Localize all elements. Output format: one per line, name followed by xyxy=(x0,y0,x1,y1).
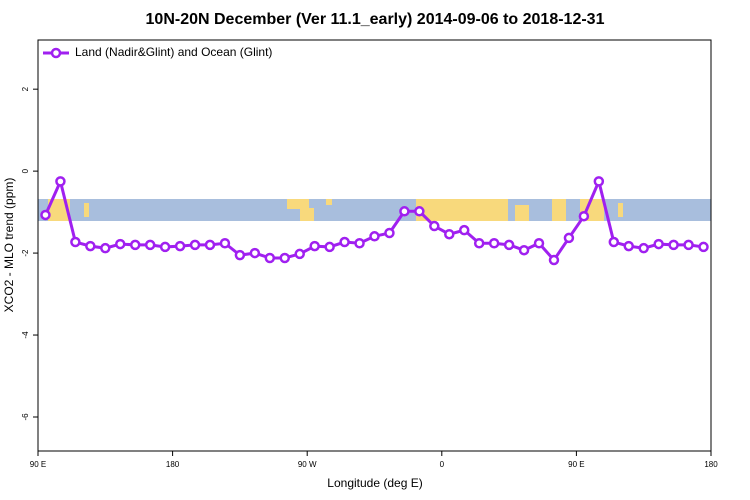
data-point xyxy=(533,237,545,249)
data-point xyxy=(384,227,395,239)
map-strip xyxy=(38,199,711,221)
x-tick-label: 180 xyxy=(704,460,718,469)
data-point xyxy=(698,241,709,253)
data-point xyxy=(458,224,470,236)
data-point xyxy=(100,242,111,254)
legend-label: Land (Nadir&Glint) and Ocean (Glint) xyxy=(75,45,272,59)
y-tick-label: 2 xyxy=(21,86,30,91)
data-point xyxy=(309,240,320,252)
data-point xyxy=(294,248,305,260)
plot-frame xyxy=(37,39,712,452)
x-tick-label: 90 W xyxy=(298,460,317,469)
data-point xyxy=(144,239,156,251)
data-point xyxy=(234,249,246,261)
data-point xyxy=(653,238,664,250)
chart-title: 10N-20N December (Ver 11.1_early) 2014-0… xyxy=(146,11,605,28)
legend-marker xyxy=(50,47,62,59)
x-tick-label: 180 xyxy=(166,460,180,469)
data-point xyxy=(563,232,575,244)
x-tick-label: 0 xyxy=(440,460,445,469)
data-point xyxy=(608,236,620,248)
data-point xyxy=(593,176,605,187)
data-point xyxy=(503,239,515,251)
data-point xyxy=(488,237,500,249)
data-point xyxy=(683,239,694,251)
x-tick-label: 90 E xyxy=(30,460,46,469)
data-point xyxy=(159,241,171,253)
data-point xyxy=(369,231,380,242)
y-tick-label: -4 xyxy=(21,331,30,339)
y-tick-label: 0 xyxy=(21,168,30,173)
data-point xyxy=(249,247,261,259)
data-point xyxy=(219,237,231,249)
y-tick-label: -6 xyxy=(21,413,30,421)
data-point xyxy=(429,220,440,232)
data-point xyxy=(548,254,560,266)
data-point xyxy=(40,209,51,221)
data-point xyxy=(85,240,96,252)
x-axis-label: Longitude (deg E) xyxy=(327,476,422,490)
y-tick-label: -2 xyxy=(21,249,30,257)
data-point xyxy=(264,252,276,264)
data-point xyxy=(55,176,66,187)
data-point xyxy=(414,206,425,217)
data-point xyxy=(668,239,679,251)
data-point xyxy=(189,239,201,251)
data-point xyxy=(473,237,485,249)
y-axis-label: XCO2 - MLO trend (ppm) xyxy=(2,178,16,313)
data-point xyxy=(444,228,455,240)
data-point xyxy=(399,206,410,217)
data-point xyxy=(70,236,81,248)
data-point xyxy=(638,242,649,254)
data-point xyxy=(518,244,530,256)
data-point xyxy=(279,252,291,264)
data-point xyxy=(324,241,335,253)
x-tick-label: 90 E xyxy=(568,460,584,469)
data-point xyxy=(339,236,350,248)
data-point xyxy=(354,237,365,249)
data-point xyxy=(204,239,216,251)
data-point xyxy=(174,240,186,252)
data-point xyxy=(129,239,141,251)
data-point xyxy=(623,240,634,252)
data-point xyxy=(578,210,590,222)
data-point xyxy=(115,238,126,250)
